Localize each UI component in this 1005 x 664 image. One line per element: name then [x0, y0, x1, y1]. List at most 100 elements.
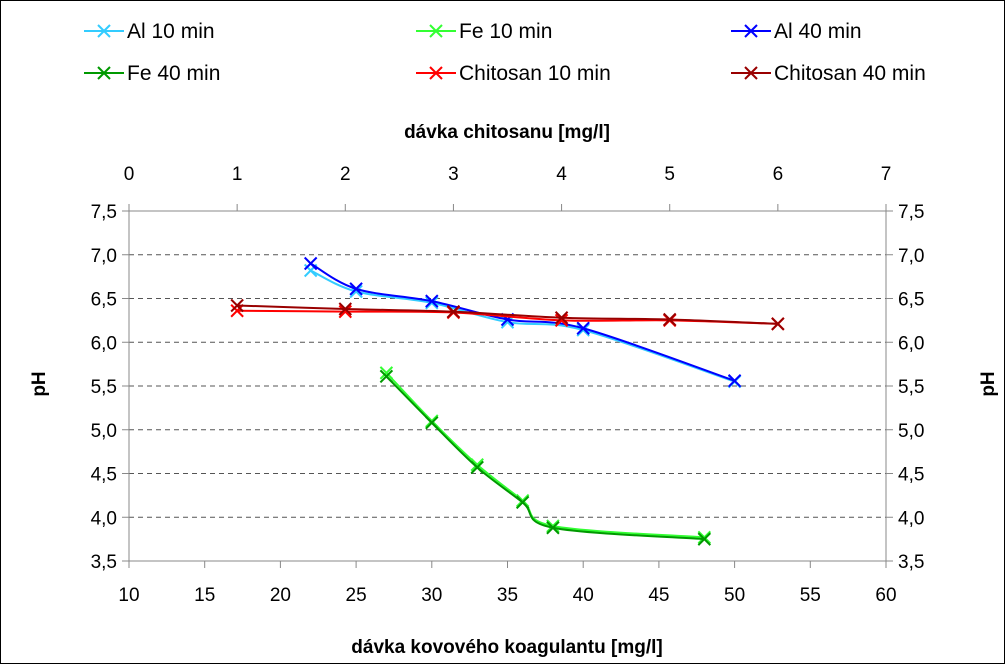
legend-label: Chitosan 10 min: [459, 62, 611, 85]
data-point: [379, 366, 394, 380]
data-point: [338, 302, 352, 316]
data-point: [230, 304, 244, 318]
legend-label: Al 40 min: [774, 20, 862, 43]
legend-item-chitosan-10-min: Chitosan 10 min: [416, 62, 611, 85]
legend-label: Al 10 min: [127, 20, 215, 43]
series-al-40-min: [303, 256, 742, 388]
data-point: [425, 416, 439, 430]
y2-tick-label: 6,5: [898, 290, 924, 311]
legend-marker: [429, 24, 443, 38]
y2-tick-label: 5,5: [898, 377, 924, 398]
x2-tick-label: 2: [340, 164, 351, 185]
x-tick-label: 35: [497, 585, 518, 606]
data-point: [546, 521, 560, 535]
y2-tick-label: 5,0: [898, 421, 924, 442]
x2-tick-label: 5: [664, 164, 675, 185]
y2-axis-title: pH: [978, 371, 999, 396]
data-point: [515, 493, 530, 508]
data-point: [425, 296, 439, 310]
x2-axis-title: dávka chitosanu [mg/l]: [404, 122, 610, 143]
legend-label: Fe 10 min: [459, 20, 552, 43]
legend-marker: [97, 66, 111, 80]
x2-tick-label: 3: [448, 164, 459, 185]
data-point: [470, 460, 484, 475]
series-fe-40-min: [379, 369, 712, 546]
x-tick-label: 50: [724, 585, 745, 606]
x2-tick-label: 6: [773, 164, 784, 185]
data-point: [349, 282, 363, 296]
y2-tick-label: 4,0: [898, 508, 924, 529]
series-line-al-10-min: [310, 269, 735, 383]
data-point: [576, 323, 590, 337]
y-tick-label: 3,5: [91, 552, 117, 573]
x2-tick-label: 0: [124, 164, 135, 185]
data-point: [338, 304, 352, 319]
data-point: [470, 458, 484, 472]
legend-item-fe-10-min: Fe 10 min: [416, 20, 552, 43]
legend-marker: [97, 24, 111, 38]
x-tick-label: 20: [270, 585, 291, 606]
series-al-10-min: [303, 263, 742, 389]
x-tick-label: 15: [194, 585, 215, 606]
data-point: [554, 313, 569, 328]
x2-tick-label: 4: [556, 164, 567, 185]
data-point: [303, 256, 318, 271]
x2-tick-label: 1: [232, 164, 243, 185]
data-point: [697, 532, 712, 546]
legend-label: Chitosan 40 min: [774, 62, 926, 85]
y-tick-label: 7,5: [91, 202, 117, 223]
data-point: [515, 495, 530, 510]
legend-item-fe-40-min: Fe 40 min: [84, 62, 220, 85]
y2-tick-label: 4,5: [898, 465, 924, 486]
x-tick-label: 25: [346, 585, 367, 606]
series-line-fe-10-min: [385, 372, 705, 539]
data-point: [576, 321, 590, 335]
y-tick-label: 6,5: [91, 290, 117, 311]
y-tick-label: 4,0: [91, 508, 117, 529]
legend: Al 10 min Fe 10 min Al 40 min Fe 40 min Chit…: [84, 20, 926, 85]
data-point: [425, 294, 439, 308]
y-axis-title: pH: [29, 371, 50, 396]
data-point: [446, 304, 461, 319]
x-tick-label: 30: [421, 585, 442, 606]
legend-label: Fe 40 min: [127, 62, 220, 85]
series-line-chitosan-40-min: [237, 304, 778, 325]
y-tick-label: 5,0: [91, 421, 117, 442]
x-tick-label: 60: [875, 585, 896, 606]
series-fe-10-min: [379, 366, 712, 545]
legend-marker: [744, 24, 758, 38]
data-point: [379, 369, 394, 384]
y2-tick-label: 6,0: [898, 333, 924, 354]
legend-item-al-10-min: Al 10 min: [84, 20, 215, 43]
data-point: [771, 317, 785, 331]
data-point: [546, 519, 560, 533]
grid-lines: [129, 254, 886, 518]
data-point: [727, 374, 742, 388]
x-tick-label: 55: [800, 585, 821, 606]
y2-tick-label: 7,5: [898, 202, 924, 223]
y2-tick-label: 7,0: [898, 246, 924, 267]
series-layer: [230, 256, 785, 546]
x2-tick-label: 7: [881, 164, 892, 185]
y-tick-label: 7,0: [91, 246, 117, 267]
series-line-fe-40-min: [385, 375, 705, 541]
legend-item-chitosan-40-min: Chitosan 40 min: [731, 62, 926, 85]
data-point: [697, 530, 712, 545]
data-point: [425, 414, 439, 428]
legend-marker: [429, 66, 443, 80]
x-tick-label: 10: [118, 585, 139, 606]
series-chitosan-40-min: [230, 298, 785, 331]
x-axis-title: dávka kovového koagulantu [mg/l]: [351, 637, 662, 658]
y-tick-label: 6,0: [91, 333, 117, 354]
legend-marker: [744, 66, 758, 80]
data-point: [230, 298, 244, 313]
legend-item-al-40-min: Al 40 min: [731, 20, 862, 43]
y2-tick-label: 3,5: [898, 552, 924, 573]
x-tick-label: 40: [573, 585, 594, 606]
y-tick-label: 4,5: [91, 465, 117, 486]
y-tick-label: 5,5: [91, 377, 117, 398]
data-point: [554, 311, 569, 325]
x-tick-label: 45: [648, 585, 669, 606]
